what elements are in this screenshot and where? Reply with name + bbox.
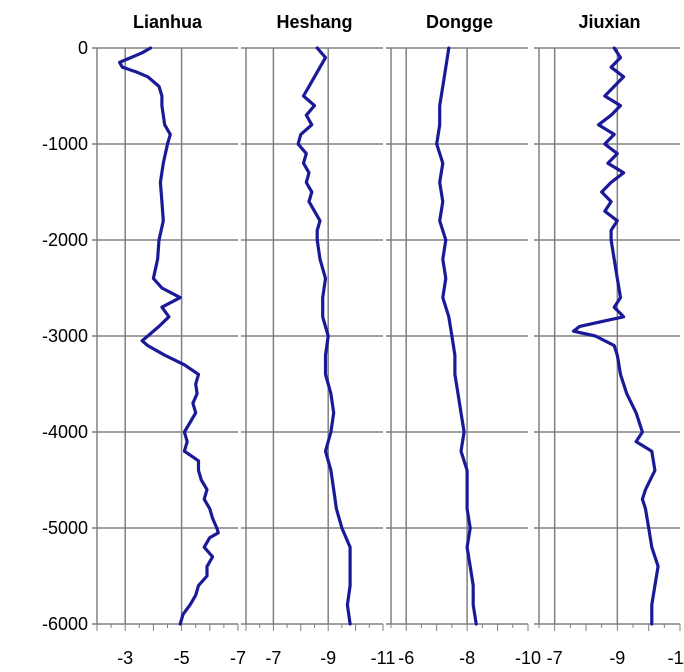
x-tick-label: -11 xyxy=(371,648,396,668)
x-tick-label: -3 xyxy=(117,648,133,668)
y-tick-label: -5000 xyxy=(42,518,88,538)
x-tick-label: -9 xyxy=(320,648,336,668)
x-tick-label: -5 xyxy=(174,648,190,668)
x-tick-label: -7 xyxy=(547,648,563,668)
panel-title: Jiuxian xyxy=(578,12,640,32)
x-tick-label: -8 xyxy=(459,648,475,668)
series-line xyxy=(118,46,220,626)
x-tick-label: -11 xyxy=(668,648,684,668)
y-tick-label: -3000 xyxy=(42,326,88,346)
panel-title: Lianhua xyxy=(133,12,203,32)
series-line xyxy=(571,46,660,626)
y-tick-label: -6000 xyxy=(42,614,88,634)
panel-title: Dongge xyxy=(426,12,493,32)
y-tick-label: 0 xyxy=(78,38,88,58)
y-tick-label: -1000 xyxy=(42,134,88,154)
y-tick-label: -2000 xyxy=(42,230,88,250)
series-line xyxy=(296,46,352,626)
panel-title: Heshang xyxy=(276,12,352,32)
x-tick-label: -7 xyxy=(265,648,281,668)
x-tick-label: -6 xyxy=(398,648,414,668)
y-tick-label: -4000 xyxy=(42,422,88,442)
series-line xyxy=(435,46,478,626)
x-tick-label: -9 xyxy=(609,648,625,668)
x-tick-label: -7 xyxy=(230,648,246,668)
x-tick-label: -10 xyxy=(515,648,541,668)
